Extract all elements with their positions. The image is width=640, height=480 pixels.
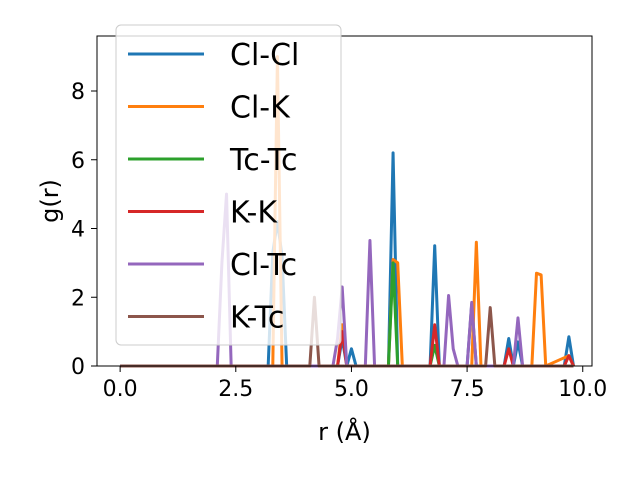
x-tick-label: 2.5 [218,377,253,402]
legend-label: Cl-Cl [230,38,299,73]
y-tick-label: 6 [71,149,85,174]
legend-label: K-K [230,196,278,231]
legend-label: Cl-Tc [230,248,297,283]
x-tick-label: 0.0 [103,377,138,402]
legend-label: Tc-Tc [229,143,298,178]
x-axis-label: r (Å) [318,417,371,446]
legend: Cl-Cl Cl-K Tc-Tc K-K Cl-Tc K-Tc [115,24,342,346]
y-tick-label: 0 [71,355,85,380]
y-axis: 0 2 4 6 8 [71,80,97,380]
x-tick-label: 10.0 [558,377,607,402]
x-axis: 0.0 2.5 5.0 7.5 10.0 [103,366,607,402]
y-tick-label: 4 [71,218,85,243]
legend-label: Cl-K [230,91,291,126]
y-axis-label: g(r) [36,179,64,223]
legend-label: K-Tc [230,301,284,336]
axes-frame [96,35,593,367]
y-tick-label: 2 [71,286,85,311]
y-tick-label: 8 [71,80,85,105]
x-tick-label: 7.5 [450,377,485,402]
x-tick-label: 5.0 [334,377,369,402]
legend-entries: Cl-Cl Cl-K Tc-Tc K-K Cl-Tc K-Tc [128,38,299,336]
legend-box [115,24,342,346]
